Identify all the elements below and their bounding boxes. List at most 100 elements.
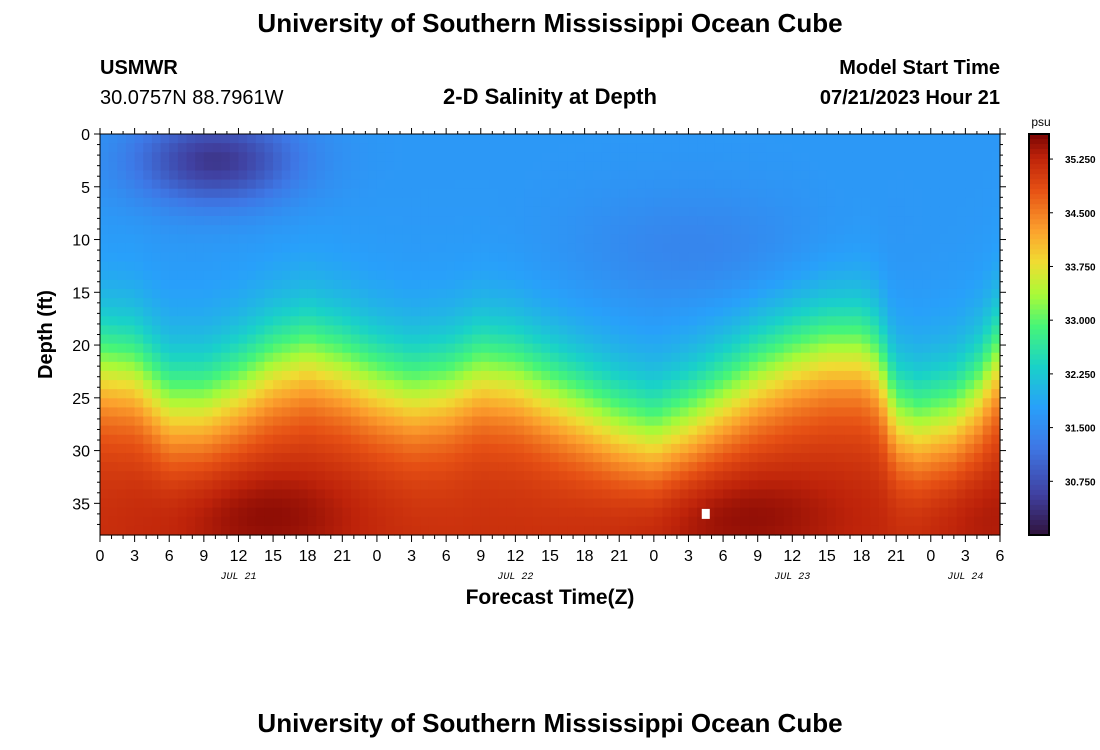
heatmap-cell xyxy=(394,434,404,445)
heatmap-cell xyxy=(238,398,248,409)
heatmap-cell xyxy=(826,443,837,454)
heatmap-cell xyxy=(385,288,395,299)
heatmap-cell xyxy=(826,370,837,381)
heatmap-cell xyxy=(247,525,257,536)
heatmap-cell xyxy=(350,216,361,226)
heatmap-cell xyxy=(636,197,646,208)
heatmap-cell xyxy=(697,179,707,190)
heatmap-cell xyxy=(844,197,854,208)
heatmap-cell xyxy=(653,170,664,181)
heatmap-cell xyxy=(575,480,586,491)
heatmap-cell xyxy=(740,134,750,144)
heatmap-cell xyxy=(359,525,369,536)
heatmap-cell xyxy=(939,270,949,281)
heatmap-cell xyxy=(982,252,992,263)
heatmap-cell xyxy=(896,370,906,381)
heatmap-cell xyxy=(350,416,361,427)
heatmap-cell xyxy=(835,252,845,263)
heatmap-cell xyxy=(913,434,923,445)
heatmap-cell xyxy=(904,316,915,326)
heatmap-cell xyxy=(186,252,196,263)
heatmap-cell xyxy=(731,443,741,454)
heatmap-cell xyxy=(731,307,741,317)
heatmap-cell xyxy=(792,298,802,308)
heatmap-cell xyxy=(454,434,465,445)
heatmap-cell xyxy=(342,343,352,354)
heatmap-cell xyxy=(177,471,188,481)
heatmap-cell xyxy=(601,398,612,409)
heatmap-cell xyxy=(160,216,170,226)
heatmap-cell xyxy=(705,489,716,500)
heatmap-cell xyxy=(723,134,733,144)
heatmap-cell xyxy=(714,462,724,472)
heatmap-cell xyxy=(731,452,741,463)
heatmap-cell xyxy=(679,243,690,254)
heatmap-cell xyxy=(723,298,733,308)
heatmap-cell xyxy=(515,288,525,299)
heatmap-cell xyxy=(524,516,534,527)
heatmap-cell xyxy=(826,398,837,409)
heatmap-cell xyxy=(238,407,248,418)
heatmap-cell xyxy=(350,334,361,345)
heatmap-cell xyxy=(532,452,542,463)
heatmap-cell xyxy=(783,325,793,336)
heatmap-cell xyxy=(325,334,335,345)
heatmap-cell xyxy=(757,462,767,472)
heatmap-cell xyxy=(402,134,413,144)
heatmap-cell xyxy=(731,152,741,162)
heatmap-cell xyxy=(463,480,473,491)
heatmap-cell xyxy=(723,498,733,509)
heatmap-cell xyxy=(948,361,958,372)
heatmap-cell xyxy=(385,462,395,472)
heatmap-cell xyxy=(593,316,603,326)
heatmap-cell xyxy=(480,279,491,290)
heatmap-cell xyxy=(601,134,612,144)
heatmap-cell xyxy=(506,170,516,181)
heatmap-cell xyxy=(290,243,300,254)
heatmap-cell xyxy=(567,197,577,208)
heatmap-cell xyxy=(792,498,802,509)
heatmap-cell xyxy=(783,288,793,299)
heatmap-cell xyxy=(775,516,785,527)
heatmap-cell xyxy=(800,234,811,244)
x-tick-label: 9 xyxy=(753,548,762,565)
heatmap-cell xyxy=(359,316,369,326)
heatmap-cell xyxy=(714,489,724,500)
heatmap-cell xyxy=(982,206,992,217)
heatmap-cell xyxy=(108,480,118,491)
heatmap-cell xyxy=(420,407,430,418)
heatmap-cell xyxy=(463,407,473,418)
heatmap-cell xyxy=(489,425,499,436)
heatmap-cell xyxy=(653,325,664,336)
heatmap-cell xyxy=(956,352,966,363)
heatmap-cell xyxy=(160,288,170,299)
heatmap-cell xyxy=(671,334,681,345)
heatmap-cell xyxy=(558,161,568,172)
heatmap-cell xyxy=(584,179,594,190)
heatmap-cell xyxy=(134,452,144,463)
heatmap-cell xyxy=(212,525,222,536)
heatmap-cell xyxy=(524,525,534,536)
heatmap-cell xyxy=(783,516,793,527)
heatmap-cell xyxy=(402,234,413,244)
heatmap-cell xyxy=(100,252,110,263)
heatmap-cell xyxy=(316,152,326,162)
heatmap-cell xyxy=(212,270,222,281)
heatmap-cell xyxy=(575,352,586,363)
heatmap-cell xyxy=(515,188,525,199)
x-tick-label: 12 xyxy=(783,548,801,565)
heatmap-cell xyxy=(359,507,369,518)
heatmap-cell xyxy=(498,170,508,181)
heatmap-cell xyxy=(411,261,421,272)
heatmap-cell xyxy=(480,197,491,208)
heatmap-cell xyxy=(177,134,188,144)
heatmap-cell xyxy=(420,516,430,527)
heatmap-cell xyxy=(108,471,118,481)
heatmap-cell xyxy=(896,170,906,181)
x-tick-label: 9 xyxy=(199,548,208,565)
heatmap-cell xyxy=(627,452,638,463)
heatmap-cell xyxy=(359,462,369,472)
heatmap-cell xyxy=(567,352,577,363)
heatmap-cell xyxy=(376,307,387,317)
heatmap-cell xyxy=(965,261,975,272)
